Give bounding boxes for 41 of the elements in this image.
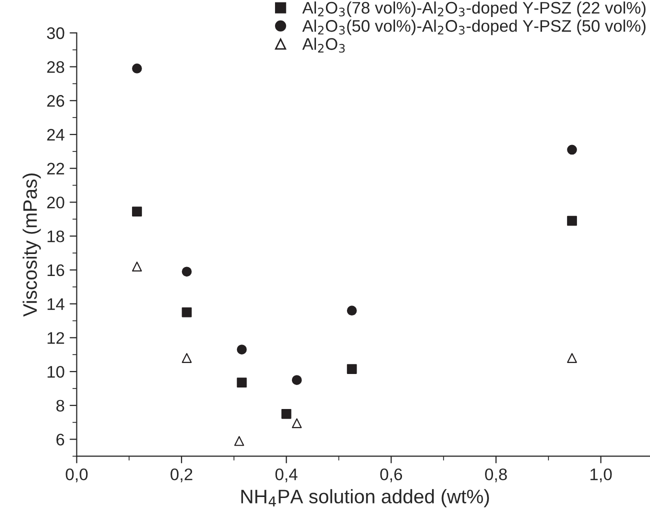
point bbox=[346, 364, 357, 374]
x-tick-label: 0,6 bbox=[380, 468, 402, 482]
point bbox=[567, 353, 577, 363]
x-tick-label: 0,8 bbox=[485, 468, 507, 482]
point bbox=[236, 344, 247, 354]
y-axis-title: Viscosity (mPas) bbox=[22, 174, 41, 317]
point bbox=[567, 216, 577, 226]
y-tick-label: 12 bbox=[48, 332, 64, 344]
y-tick-label: 14 bbox=[48, 298, 64, 310]
point bbox=[292, 375, 302, 385]
point bbox=[182, 266, 192, 277]
point bbox=[132, 206, 142, 216]
legend-label: Al$_{2}$O$_{3}$ bbox=[302, 38, 345, 53]
y-tick-label: 22 bbox=[47, 162, 64, 174]
y-tick-label: 28 bbox=[47, 61, 64, 73]
y-tick-label: 20 bbox=[47, 196, 64, 208]
point bbox=[182, 353, 192, 363]
y-tick-label: 18 bbox=[48, 230, 64, 242]
point bbox=[346, 306, 357, 316]
point bbox=[234, 436, 244, 446]
point bbox=[292, 418, 302, 428]
y-tick-label: 8 bbox=[56, 400, 64, 412]
text: Al$_{2}$O$_{3}$(50 vol%)-Al$_{2}$O$_{3}$-doped Y-PSZ (50 vol%) bbox=[302, 20, 646, 36]
y-tick-label: 24 bbox=[47, 128, 64, 141]
y-tick-label: 10 bbox=[48, 366, 64, 378]
x-tick-label: 0,4 bbox=[275, 468, 298, 482]
point bbox=[236, 378, 247, 388]
y-tick-label: 16 bbox=[48, 264, 64, 276]
y-tick-label: 30 bbox=[46, 27, 64, 40]
point bbox=[182, 307, 192, 318]
x-tick-label: 1,0 bbox=[590, 468, 612, 482]
point bbox=[132, 64, 142, 74]
x-tick-label: 0,0 bbox=[66, 468, 88, 482]
y-tick-label: 6 bbox=[56, 434, 64, 446]
x-axis-title: NH$_{4}$PA solution added (wt%) bbox=[241, 489, 489, 508]
x-tick-label: 0,2 bbox=[170, 468, 192, 482]
y-tick-label: 26 bbox=[47, 95, 64, 107]
point bbox=[132, 262, 142, 272]
point bbox=[281, 408, 292, 419]
text: Al$_{2}$O$_{3}$(78 vol%)-Al$_{2}$O$_{3}$-doped Y-PSZ (22 vol%) bbox=[302, 1, 646, 17]
point bbox=[567, 144, 577, 155]
